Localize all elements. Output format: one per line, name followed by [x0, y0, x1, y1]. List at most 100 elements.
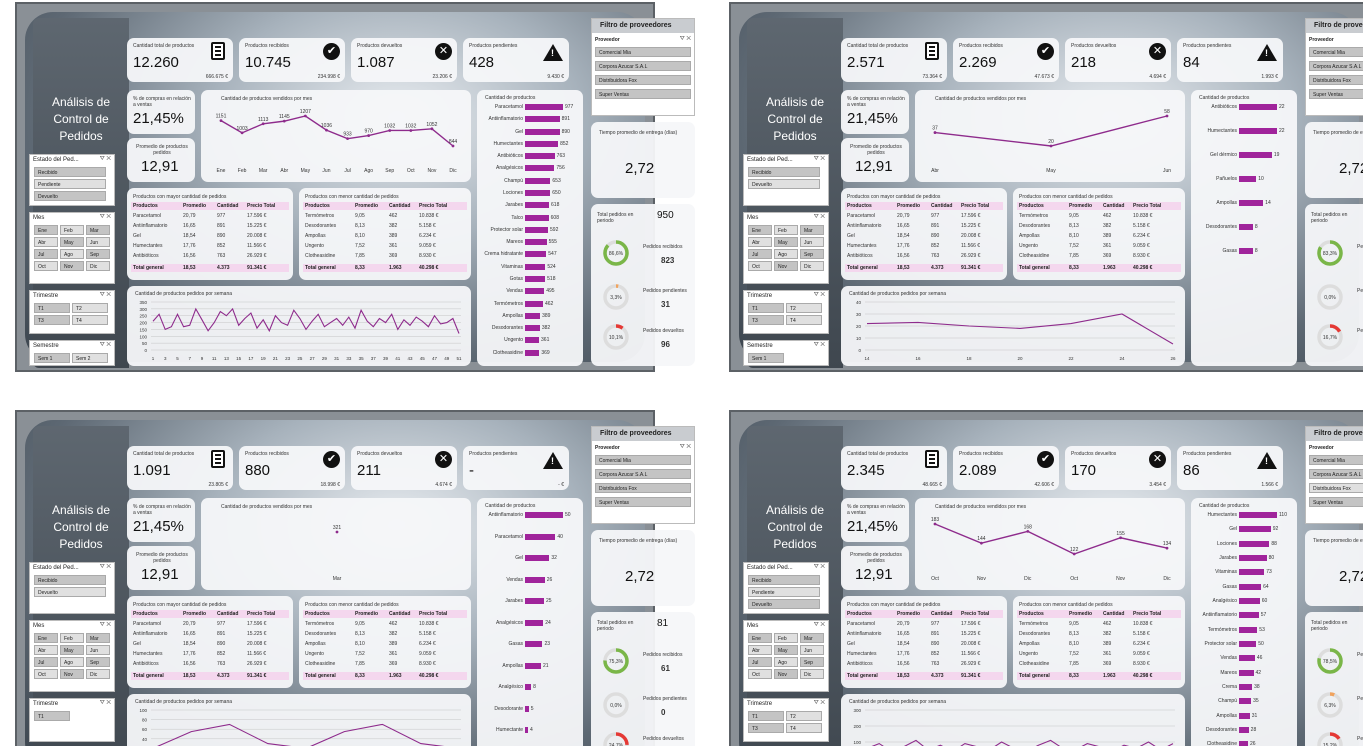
slicer-item-mes[interactable]: Jul	[748, 657, 772, 667]
slicer-item-mes[interactable]: Abr	[34, 645, 58, 655]
filter-clear-icon[interactable]: ⛛ ✕	[99, 342, 111, 348]
supplier-item[interactable]: Comercial Mia	[595, 455, 691, 465]
slicer-item-mes[interactable]: May	[774, 237, 798, 247]
slicer-item-mes[interactable]: Oct	[748, 261, 772, 271]
filter-clear-icon[interactable]: ⛛ ✕	[813, 156, 825, 162]
slicer-item-estado[interactable]: Recibido	[34, 575, 106, 585]
supplier-item[interactable]: Super Ventas	[1309, 89, 1363, 99]
slicer-item-semestre[interactable]: Sem 1	[748, 353, 784, 363]
slicer-item-mes[interactable]: Abr	[748, 645, 772, 655]
filter-clear-icon[interactable]: ⛛ ✕	[813, 564, 825, 570]
slicer-item-mes[interactable]: Mar	[86, 225, 110, 235]
slicer-item-mes[interactable]: Dic	[86, 261, 110, 271]
slicer-item-estado[interactable]: Recibido	[34, 167, 106, 177]
slicer-item-mes[interactable]: Nov	[60, 261, 84, 271]
slicer-item-semestre[interactable]: Sem 2	[72, 353, 108, 363]
supplier-item[interactable]: Distribuidora Fox	[595, 75, 691, 85]
slicer-item-mes[interactable]: Dic	[800, 669, 824, 679]
supplier-item[interactable]: Corpora Azucar S.A.L	[1309, 469, 1363, 479]
slicer-item-trimestre[interactable]: T2	[72, 303, 108, 313]
supplier-item[interactable]: Super Ventas	[595, 89, 691, 99]
slicer-item-estado[interactable]: Pendiente	[748, 587, 820, 597]
slicer-item-mes[interactable]: Ene	[34, 225, 58, 235]
supplier-item[interactable]: Corpora Azucar S.A.L	[595, 61, 691, 71]
supplier-item[interactable]: Super Ventas	[1309, 497, 1363, 507]
slicer-item-trimestre[interactable]: T2	[786, 711, 822, 721]
slicer-item-mes[interactable]: Dic	[800, 261, 824, 271]
slicer-item-mes[interactable]: Feb	[60, 633, 84, 643]
slicer-item-estado[interactable]: Recibido	[748, 575, 820, 585]
filter-clear-icon[interactable]: ⛛ ✕	[679, 36, 691, 42]
slicer-item-trimestre[interactable]: T2	[786, 303, 822, 313]
slicer-item-mes[interactable]: Mar	[800, 225, 824, 235]
slicer-item-estado[interactable]: Devuelto	[34, 587, 106, 597]
filter-clear-icon[interactable]: ⛛ ✕	[99, 564, 111, 570]
slicer-item-mes[interactable]: May	[60, 237, 84, 247]
slicer-item-mes[interactable]: May	[60, 645, 84, 655]
slicer-item-mes[interactable]: Ago	[60, 657, 84, 667]
slicer-item-mes[interactable]: Ene	[34, 633, 58, 643]
slicer-item-estado[interactable]: Devuelto	[748, 179, 820, 189]
filter-clear-icon[interactable]: ⛛ ✕	[99, 156, 111, 162]
filter-clear-icon[interactable]: ⛛ ✕	[99, 292, 111, 298]
filter-clear-icon[interactable]: ⛛ ✕	[99, 622, 111, 628]
filter-clear-icon[interactable]: ⛛ ✕	[813, 292, 825, 298]
slicer-item-mes[interactable]: Nov	[774, 261, 798, 271]
supplier-item[interactable]: Comercial Mia	[595, 47, 691, 57]
slicer-item-mes[interactable]: Jul	[748, 249, 772, 259]
filter-clear-icon[interactable]: ⛛ ✕	[99, 214, 111, 220]
slicer-item-mes[interactable]: Nov	[60, 669, 84, 679]
slicer-item-trimestre[interactable]: T4	[786, 315, 822, 325]
slicer-item-mes[interactable]: Abr	[34, 237, 58, 247]
supplier-item[interactable]: Corpora Azucar S.A.L	[595, 469, 691, 479]
supplier-item[interactable]: Comercial Mia	[1309, 455, 1363, 465]
filter-clear-icon[interactable]: ⛛ ✕	[813, 214, 825, 220]
filter-clear-icon[interactable]: ⛛ ✕	[813, 342, 825, 348]
slicer-item-trimestre[interactable]: T1	[748, 303, 784, 313]
slicer-item-estado[interactable]: Pendiente	[34, 179, 106, 189]
supplier-item[interactable]: Super Ventas	[595, 497, 691, 507]
slicer-item-mes[interactable]: May	[774, 645, 798, 655]
slicer-item-mes[interactable]: Ago	[60, 249, 84, 259]
filter-clear-icon[interactable]: ⛛ ✕	[813, 700, 825, 706]
slicer-item-trimestre[interactable]: T3	[748, 723, 784, 733]
slicer-item-mes[interactable]: Feb	[60, 225, 84, 235]
slicer-item-mes[interactable]: Abr	[748, 237, 772, 247]
slicer-item-mes[interactable]: Feb	[774, 633, 798, 643]
slicer-item-mes[interactable]: Sep	[86, 249, 110, 259]
filter-clear-icon[interactable]: ⛛ ✕	[679, 444, 691, 450]
slicer-item-trimestre[interactable]: T4	[72, 315, 108, 325]
supplier-item[interactable]: Distribuidora Fox	[1309, 483, 1363, 493]
slicer-item-mes[interactable]: Jun	[800, 645, 824, 655]
supplier-item[interactable]: Comercial Mia	[1309, 47, 1363, 57]
slicer-item-mes[interactable]: Sep	[800, 657, 824, 667]
slicer-item-trimestre[interactable]: T1	[748, 711, 784, 721]
slicer-item-mes[interactable]: Feb	[774, 225, 798, 235]
slicer-item-mes[interactable]: Ago	[774, 657, 798, 667]
slicer-item-trimestre[interactable]: T1	[34, 711, 70, 721]
slicer-item-mes[interactable]: Oct	[34, 669, 58, 679]
slicer-item-mes[interactable]: Ene	[748, 225, 772, 235]
slicer-item-semestre[interactable]: Sem 1	[34, 353, 70, 363]
filter-clear-icon[interactable]: ⛛ ✕	[99, 700, 111, 706]
slicer-item-mes[interactable]: Nov	[774, 669, 798, 679]
slicer-item-mes[interactable]: Ene	[748, 633, 772, 643]
slicer-item-mes[interactable]: Jul	[34, 249, 58, 259]
slicer-item-mes[interactable]: Oct	[748, 669, 772, 679]
slicer-item-mes[interactable]: Jul	[34, 657, 58, 667]
slicer-item-mes[interactable]: Ago	[774, 249, 798, 259]
slicer-item-mes[interactable]: Dic	[86, 669, 110, 679]
supplier-item[interactable]: Distribuidora Fox	[1309, 75, 1363, 85]
filter-clear-icon[interactable]: ⛛ ✕	[813, 622, 825, 628]
slicer-item-estado[interactable]: Recibido	[748, 167, 820, 177]
slicer-item-mes[interactable]: Mar	[86, 633, 110, 643]
slicer-item-mes[interactable]: Jun	[800, 237, 824, 247]
slicer-item-trimestre[interactable]: T3	[34, 315, 70, 325]
slicer-item-trimestre[interactable]: T1	[34, 303, 70, 313]
supplier-item[interactable]: Distribuidora Fox	[595, 483, 691, 493]
slicer-item-estado[interactable]: Devuelto	[748, 599, 820, 609]
slicer-item-mes[interactable]: Sep	[86, 657, 110, 667]
slicer-item-mes[interactable]: Mar	[800, 633, 824, 643]
slicer-item-trimestre[interactable]: T3	[748, 315, 784, 325]
slicer-item-mes[interactable]: Sep	[800, 249, 824, 259]
